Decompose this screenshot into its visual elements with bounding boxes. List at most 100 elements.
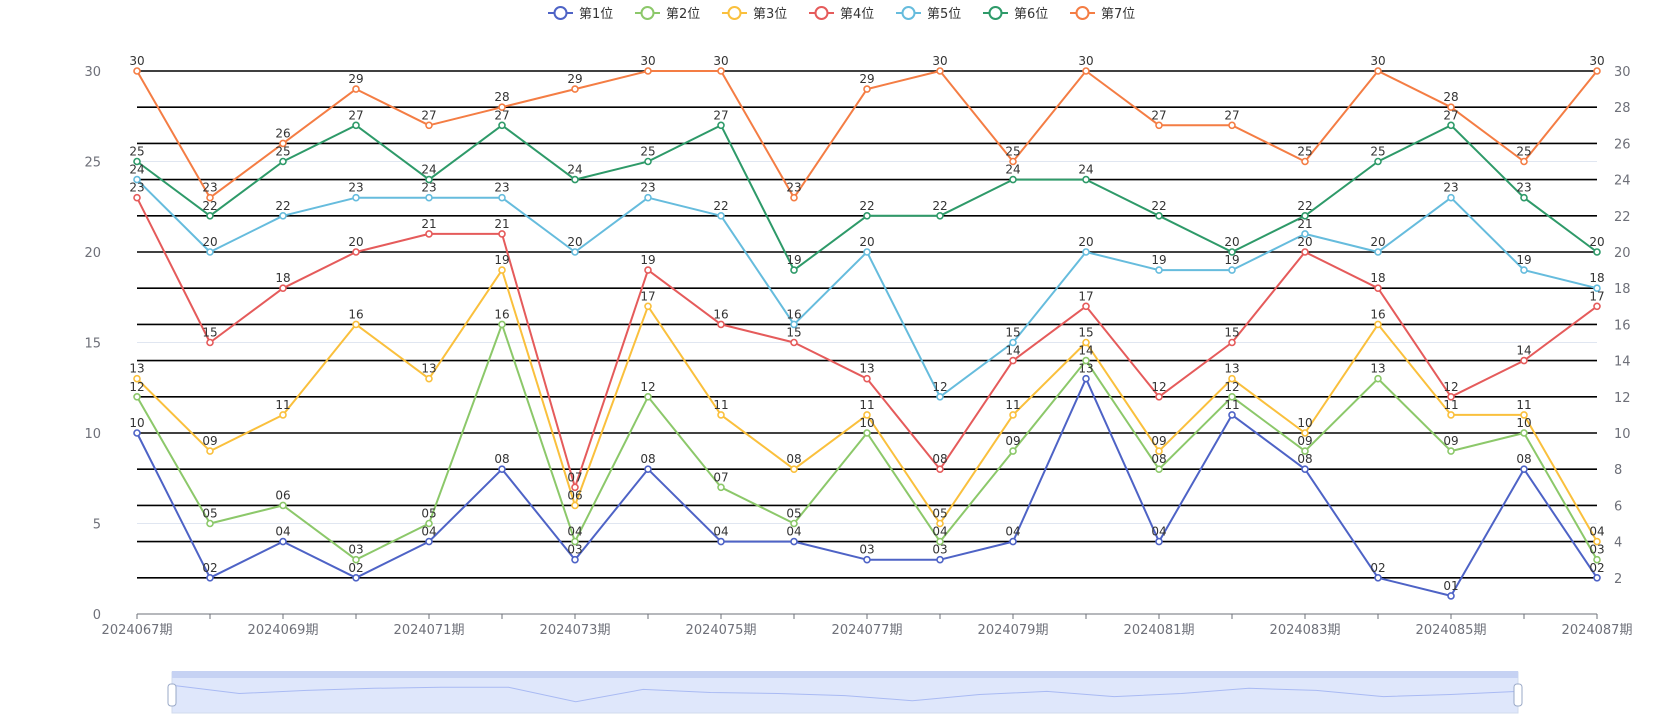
data-point[interactable] xyxy=(1228,374,1236,383)
data-point[interactable] xyxy=(279,537,287,546)
data-point[interactable] xyxy=(498,266,506,274)
data-point[interactable] xyxy=(790,338,798,347)
data-point[interactable] xyxy=(133,193,141,202)
data-point[interactable] xyxy=(133,429,141,437)
data-point[interactable] xyxy=(1447,121,1455,130)
data-point[interactable] xyxy=(1520,465,1528,474)
data-point[interactable] xyxy=(790,320,798,329)
data-point[interactable] xyxy=(1009,157,1017,166)
data-point[interactable] xyxy=(936,555,944,564)
data-point[interactable] xyxy=(206,447,214,455)
legend-item[interactable]: 第6位 xyxy=(983,6,1048,22)
data-point[interactable] xyxy=(1593,302,1601,311)
legend-item[interactable]: 第2位 xyxy=(635,6,700,22)
data-point[interactable] xyxy=(1374,284,1382,293)
data-point[interactable] xyxy=(1520,356,1528,365)
legend-item[interactable]: 第7位 xyxy=(1070,6,1135,22)
data-point[interactable] xyxy=(1155,266,1163,274)
legend-item[interactable]: 第4位 xyxy=(809,6,874,22)
data-point[interactable] xyxy=(644,302,652,311)
data-point[interactable] xyxy=(1228,411,1236,419)
data-point[interactable] xyxy=(1009,175,1017,184)
data-point[interactable] xyxy=(644,157,652,166)
data-point[interactable] xyxy=(936,537,944,546)
data-point[interactable] xyxy=(425,175,433,184)
data-point[interactable] xyxy=(790,193,798,202)
data-point[interactable] xyxy=(352,573,360,582)
data-point[interactable] xyxy=(1155,447,1163,455)
data-point[interactable] xyxy=(279,284,287,293)
data-zoom-slider[interactable] xyxy=(167,671,1523,714)
data-point[interactable] xyxy=(1228,121,1236,130)
data-point[interactable] xyxy=(1009,411,1017,419)
data-point[interactable] xyxy=(133,392,141,401)
data-point[interactable] xyxy=(1228,338,1236,347)
data-point[interactable] xyxy=(425,121,433,130)
data-point[interactable] xyxy=(1374,374,1382,383)
data-point[interactable] xyxy=(425,537,433,546)
data-point[interactable] xyxy=(644,392,652,401)
data-point[interactable] xyxy=(571,501,579,510)
data-point[interactable] xyxy=(571,175,579,184)
data-point[interactable] xyxy=(863,374,871,383)
legend-item[interactable]: 第3位 xyxy=(722,6,787,22)
data-point[interactable] xyxy=(863,212,871,220)
data-point[interactable] xyxy=(717,67,725,75)
data-point[interactable] xyxy=(352,193,360,202)
data-point[interactable] xyxy=(1593,537,1601,546)
data-point[interactable] xyxy=(863,85,871,93)
data-point[interactable] xyxy=(1155,212,1163,220)
data-point[interactable] xyxy=(717,411,725,419)
data-point[interactable] xyxy=(133,67,141,75)
data-point[interactable] xyxy=(1447,447,1455,455)
data-point[interactable] xyxy=(206,519,214,528)
data-point[interactable] xyxy=(425,519,433,528)
data-point[interactable] xyxy=(1301,230,1309,238)
data-point[interactable] xyxy=(498,193,506,202)
data-point[interactable] xyxy=(1520,429,1528,437)
data-point[interactable] xyxy=(1009,447,1017,455)
data-point[interactable] xyxy=(1593,67,1601,75)
data-point[interactable] xyxy=(279,139,287,148)
data-point[interactable] xyxy=(1520,266,1528,274)
data-point[interactable] xyxy=(863,248,871,256)
data-point[interactable] xyxy=(1009,338,1017,347)
legend-item[interactable]: 第5位 xyxy=(896,6,961,22)
data-point[interactable] xyxy=(790,266,798,274)
data-point[interactable] xyxy=(790,519,798,528)
data-point[interactable] xyxy=(644,266,652,274)
data-point[interactable] xyxy=(1155,121,1163,130)
data-point[interactable] xyxy=(1228,266,1236,274)
data-point[interactable] xyxy=(1520,411,1528,419)
data-point[interactable] xyxy=(425,230,433,238)
data-point[interactable] xyxy=(717,212,725,220)
data-point[interactable] xyxy=(1593,573,1601,582)
data-point[interactable] xyxy=(279,501,287,510)
data-point[interactable] xyxy=(1374,320,1382,329)
data-point[interactable] xyxy=(1301,157,1309,166)
data-point[interactable] xyxy=(352,320,360,329)
data-point[interactable] xyxy=(1301,429,1309,437)
data-point[interactable] xyxy=(279,157,287,166)
data-point[interactable] xyxy=(936,212,944,220)
data-point[interactable] xyxy=(498,121,506,130)
data-point[interactable] xyxy=(644,465,652,474)
data-point[interactable] xyxy=(133,175,141,184)
data-point[interactable] xyxy=(279,411,287,419)
data-point[interactable] xyxy=(498,103,506,111)
data-point[interactable] xyxy=(1374,157,1382,166)
data-point[interactable] xyxy=(1301,447,1309,455)
data-point[interactable] xyxy=(1301,465,1309,474)
data-point[interactable] xyxy=(1155,465,1163,474)
data-point[interactable] xyxy=(571,248,579,256)
data-point[interactable] xyxy=(936,519,944,528)
data-point[interactable] xyxy=(936,392,944,401)
legend-item[interactable]: 第1位 xyxy=(548,6,613,22)
data-point[interactable] xyxy=(1520,193,1528,202)
data-point[interactable] xyxy=(936,465,944,474)
data-point[interactable] xyxy=(279,212,287,220)
data-point[interactable] xyxy=(133,157,141,166)
data-point[interactable] xyxy=(1082,248,1090,256)
data-point[interactable] xyxy=(1082,67,1090,75)
data-point[interactable] xyxy=(571,483,579,492)
